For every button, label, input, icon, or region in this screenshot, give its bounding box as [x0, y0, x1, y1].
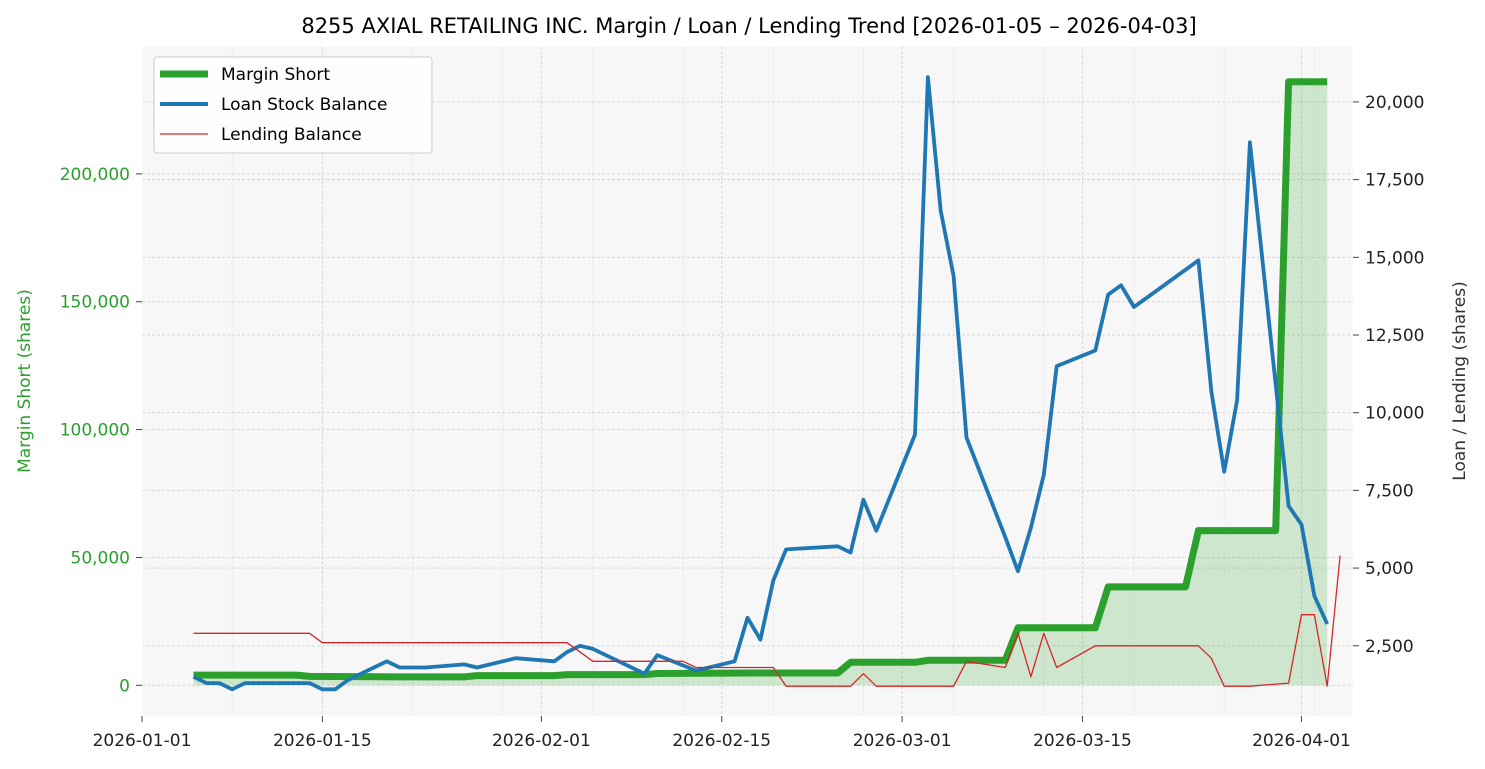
y-right-tick-label: 5,000 [1365, 559, 1414, 579]
legend: Margin Short Loan Stock Balance Lending … [153, 56, 433, 154]
y-left-tick-label: 200,000 [60, 165, 130, 185]
y-right-tick-label: 12,500 [1365, 326, 1424, 346]
y-left-tick-label: 100,000 [60, 421, 130, 441]
legend-label-lending-balance: Lending Balance [221, 125, 362, 145]
y-right-tick-label: 15,000 [1365, 248, 1424, 268]
y-axis-left-label: Margin Short (shares) [15, 289, 35, 473]
x-tick-label: 2026-03-01 [853, 731, 952, 751]
fill-layer [193, 81, 1328, 686]
plot-frame [141, 45, 1354, 717]
legend-label-margin-short: Margin Short [221, 65, 330, 85]
series-line-lending-balance [193, 555, 1341, 687]
y-right-tick-label: 2,500 [1365, 637, 1414, 657]
x-tick-label: 2026-01-01 [93, 731, 192, 751]
y-right-tick-label: 17,500 [1365, 171, 1424, 191]
x-tick-label: 2026-04-01 [1252, 731, 1351, 751]
y-right-tick-label: 7,500 [1365, 481, 1414, 501]
y-right-tick-label: 20,000 [1365, 93, 1424, 113]
series-line-margin-short [193, 78, 1328, 681]
y-axis-right-label: Loan / Lending (shares) [1450, 281, 1470, 480]
x-tick-label: 2026-02-15 [672, 731, 771, 751]
series-layer [192, 75, 1341, 692]
plot-background [142, 46, 1353, 716]
x-tick-label: 2026-03-15 [1033, 731, 1132, 751]
y-left-tick-label: 50,000 [71, 548, 130, 568]
chart-title: 8255 AXIAL RETAILING INC. Margin / Loan … [301, 14, 1196, 38]
axis-layer: 2026-01-01 2026-01-15 2026-02-01 2026-02-15… [60, 93, 1425, 751]
series-fill-margin-short [193, 81, 1328, 686]
y-left-tick-label: 0 [119, 676, 130, 696]
y-left-tick-label: 150,000 [60, 293, 130, 313]
y-right-tick-label: 10,000 [1365, 404, 1424, 424]
x-tick-label: 2026-01-15 [273, 731, 372, 751]
series-line-loan-stock-balance [192, 75, 1329, 692]
x-tick-label: 2026-02-01 [492, 731, 591, 751]
legend-label-loan-stock-balance: Loan Stock Balance [221, 95, 387, 115]
legend-box [153, 56, 433, 154]
